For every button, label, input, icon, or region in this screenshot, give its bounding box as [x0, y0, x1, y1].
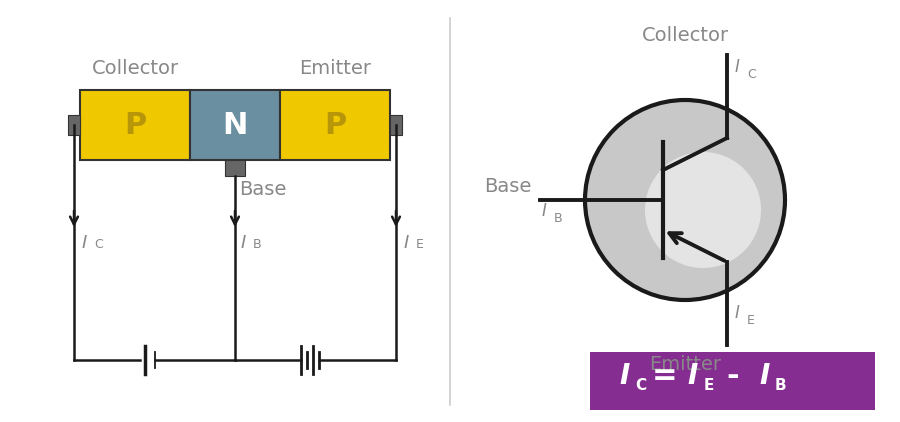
Circle shape	[585, 100, 785, 300]
Text: I: I	[542, 202, 547, 220]
FancyBboxPatch shape	[280, 90, 390, 160]
Text: Collector: Collector	[92, 59, 178, 78]
Text: Base: Base	[484, 176, 532, 195]
Text: I: I	[82, 234, 87, 252]
Text: Emitter: Emitter	[649, 355, 721, 374]
FancyBboxPatch shape	[80, 90, 190, 160]
Text: I: I	[619, 362, 630, 390]
Text: I: I	[735, 304, 740, 322]
Text: I: I	[404, 234, 410, 252]
Text: P: P	[124, 111, 146, 140]
Text: I: I	[735, 58, 740, 76]
Text: -: -	[726, 362, 739, 390]
Text: B: B	[554, 212, 562, 225]
Text: Collector: Collector	[642, 26, 729, 45]
FancyBboxPatch shape	[590, 352, 875, 410]
Text: Base: Base	[239, 180, 286, 199]
Text: C: C	[94, 238, 103, 251]
Text: I: I	[760, 362, 770, 390]
FancyBboxPatch shape	[190, 90, 280, 160]
Text: I: I	[241, 234, 247, 252]
Text: B: B	[775, 379, 787, 393]
Text: E: E	[416, 238, 424, 251]
FancyBboxPatch shape	[68, 115, 80, 135]
Text: C: C	[747, 68, 756, 81]
Text: B: B	[253, 238, 262, 251]
FancyBboxPatch shape	[390, 115, 402, 135]
Text: E: E	[703, 379, 714, 393]
Text: C: C	[634, 379, 646, 393]
Text: =: =	[652, 362, 678, 390]
Text: E: E	[747, 314, 755, 327]
FancyBboxPatch shape	[225, 160, 245, 176]
Text: P: P	[324, 111, 346, 140]
Text: N: N	[222, 111, 248, 140]
Text: I: I	[688, 362, 698, 390]
Text: Emitter: Emitter	[299, 59, 371, 78]
Circle shape	[645, 152, 761, 268]
